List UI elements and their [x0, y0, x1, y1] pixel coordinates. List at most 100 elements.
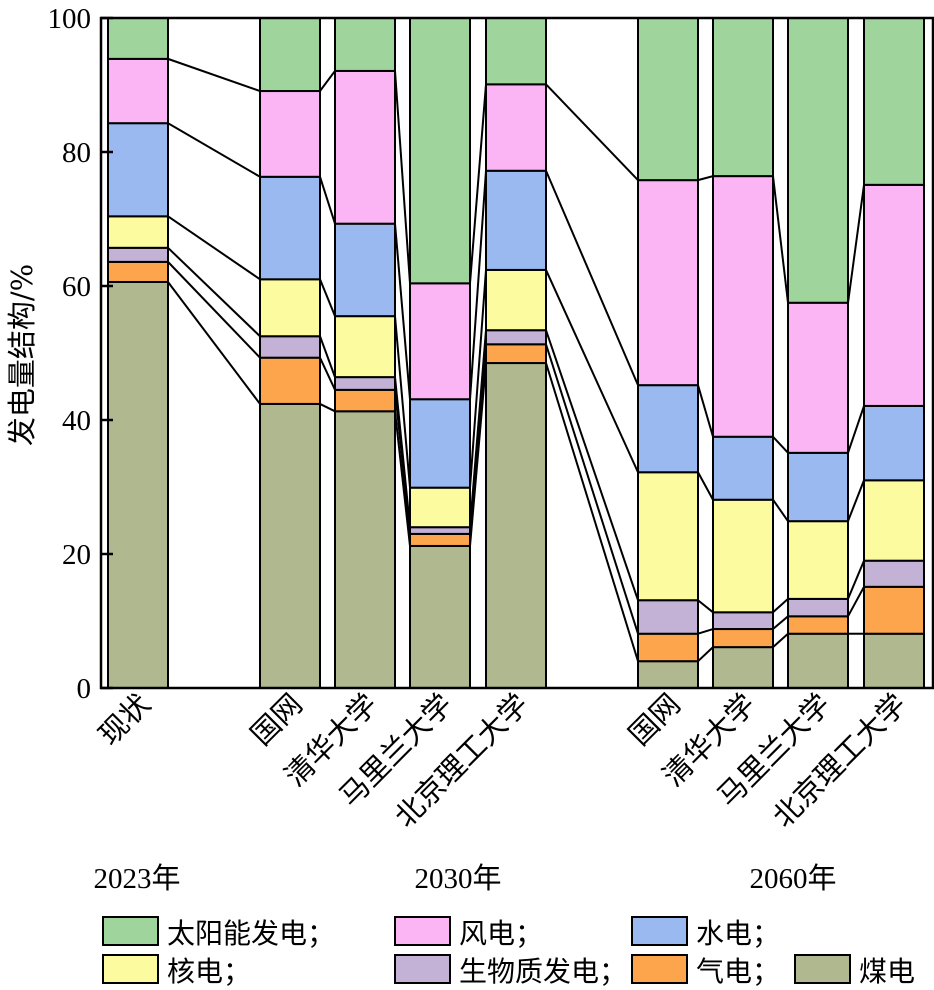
legend-label: 风电； — [459, 917, 543, 950]
bar-segment-0-1 — [107, 260, 169, 283]
connector-line-7-3 — [847, 479, 865, 522]
y-tick-label: 80 — [62, 137, 91, 169]
y-tick-label: 100 — [48, 3, 92, 35]
connector-line-3-5 — [469, 84, 487, 284]
bar-segment-4-1 — [485, 343, 547, 365]
x-category-label: 国网 — [244, 687, 309, 752]
bar-segment-5-1 — [637, 632, 699, 663]
bar-segment-8-1 — [863, 585, 925, 635]
connector-line-2-0 — [394, 411, 411, 547]
connector-line-3-4 — [469, 170, 487, 400]
connector-line-4-1 — [545, 343, 639, 635]
bar-segment-5-5 — [637, 179, 699, 387]
legend-label: 生物质发电； — [459, 955, 627, 988]
legend-swatch — [631, 954, 688, 984]
connector-line-5-1 — [697, 628, 714, 635]
legend-label: 水电； — [696, 917, 780, 950]
bar-segment-5-6 — [637, 17, 699, 182]
connector-line-2-2 — [394, 377, 411, 528]
bar-segment-4-4 — [485, 169, 547, 271]
bar-segment-2-5 — [334, 69, 396, 225]
connector-line-7-5 — [847, 184, 865, 303]
legend-swatch — [102, 916, 159, 946]
connector-line-4-5 — [545, 83, 639, 181]
bar-segment-5-2 — [637, 599, 699, 635]
connector-line-1-4 — [319, 176, 336, 224]
connector-line-0-3 — [167, 215, 261, 281]
connector-line-0-1 — [167, 261, 261, 359]
bar-segment-2-4 — [334, 222, 396, 318]
bar-segment-1-6 — [259, 17, 321, 93]
connector-line-5-2 — [697, 599, 714, 614]
connector-line-0-4 — [167, 122, 261, 178]
bar-segment-1-1 — [259, 356, 321, 405]
x-category-label: 国网 — [622, 687, 687, 752]
legend-label: 太阳能发电； — [167, 917, 335, 950]
x-category-label: 北京理工大学 — [766, 687, 913, 834]
bar-segment-3-3 — [409, 486, 471, 529]
bar-segment-8-2 — [863, 559, 925, 588]
bar-segment-6-5 — [712, 175, 774, 438]
y-tick-label: 60 — [62, 271, 91, 303]
bar-segment-3-0 — [409, 544, 471, 690]
connector-line-6-0 — [772, 632, 789, 648]
connector-line-4-4 — [545, 170, 639, 386]
connector-line-6-1 — [772, 615, 789, 630]
connector-line-3-0 — [469, 362, 487, 547]
connector-line-7-1 — [847, 586, 865, 617]
bar-segment-2-6 — [334, 17, 396, 72]
bars-layer — [107, 17, 925, 690]
bar-segment-2-2 — [334, 376, 396, 391]
bar-segment-8-5 — [863, 183, 925, 407]
bar-segment-5-3 — [637, 471, 699, 602]
bar-segment-6-1 — [712, 628, 774, 649]
bar-segment-2-3 — [334, 315, 396, 379]
x-category-label: 北京理工大学 — [388, 687, 535, 834]
x-group-label: 2023年 — [93, 862, 180, 895]
connector-lines — [167, 57, 865, 662]
connector-line-1-0 — [319, 403, 336, 413]
bar-segment-6-3 — [712, 498, 774, 614]
bar-segment-3-4 — [409, 398, 471, 489]
bar-segment-5-4 — [637, 384, 699, 474]
bar-segment-7-5 — [787, 301, 849, 454]
connector-line-3-3 — [469, 269, 487, 488]
connector-line-5-3 — [697, 471, 714, 501]
legend-label: 煤电 — [859, 955, 915, 988]
connector-line-1-1 — [319, 357, 336, 391]
legend-label: 核电； — [167, 955, 251, 988]
connector-line-5-4 — [697, 384, 714, 438]
bar-segment-7-0 — [787, 632, 849, 689]
bar-segment-0-4 — [107, 122, 169, 218]
connector-line-4-3 — [545, 269, 639, 473]
bar-segment-7-2 — [787, 597, 849, 618]
connector-line-6-2 — [772, 598, 789, 614]
bar-segment-1-4 — [259, 175, 321, 281]
bar-segment-0-0 — [107, 280, 169, 689]
bar-segment-1-0 — [259, 402, 321, 689]
legend-label: 气电； — [696, 955, 780, 988]
bar-segment-3-2 — [409, 526, 471, 535]
bar-segment-8-4 — [863, 404, 925, 482]
connector-line-2-3 — [394, 316, 411, 488]
connector-line-6-3 — [772, 499, 789, 522]
connector-line-1-5 — [319, 70, 336, 92]
connector-line-4-0 — [545, 362, 639, 662]
legend-swatch — [102, 954, 159, 984]
bar-segment-8-0 — [863, 632, 925, 689]
bar-segment-2-1 — [334, 388, 396, 413]
connector-line-0-5 — [167, 57, 261, 92]
bar-segment-6-4 — [712, 435, 774, 501]
legend-swatch — [794, 954, 851, 984]
x-group-label: 2030年 — [414, 862, 501, 895]
bar-segment-1-5 — [259, 90, 321, 178]
bar-segment-1-3 — [259, 278, 321, 338]
x-group-label: 2060年 — [749, 862, 836, 895]
axes — [99, 16, 934, 690]
bar-segment-0-2 — [107, 246, 169, 263]
connector-line-7-4 — [847, 405, 865, 454]
y-tick-label: 20 — [62, 539, 91, 571]
connector-line-0-2 — [167, 247, 261, 337]
connector-line-6-5 — [772, 176, 789, 303]
connector-line-2-4 — [394, 223, 411, 400]
